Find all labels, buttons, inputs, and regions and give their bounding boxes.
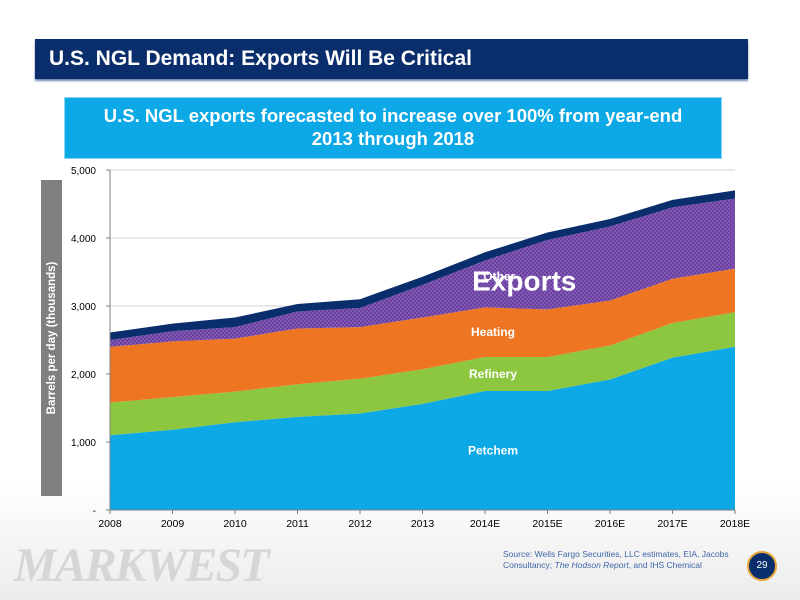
label-refinery: Refinery [469, 367, 517, 381]
label-exports: Exports [472, 265, 576, 296]
x-tick-label: 2009 [161, 518, 185, 530]
x-tick-label: 2017E [657, 518, 687, 530]
label-petchem: Petchem [468, 444, 518, 458]
label-heating: Heating [471, 325, 515, 339]
y-tick-label: 5,000 [71, 166, 96, 177]
area-refinery [110, 312, 735, 436]
chart-subtitle: U.S. NGL exports forecasted to increase … [103, 105, 683, 149]
source-prefix: Source: Wells Fargo Securities, LLC esti… [503, 549, 729, 570]
title-bar: U.S. NGL Demand: Exports Will Be Critica… [35, 39, 748, 79]
y-tick-label: 2,000 [71, 370, 96, 381]
markwest-logo: MARKWEST [14, 539, 269, 592]
page-title: U.S. NGL Demand: Exports Will Be Critica… [49, 47, 473, 70]
area-petchem [110, 346, 735, 510]
y-axis-label-bar: Barrels per day (thousands) [41, 180, 62, 496]
x-tick-label: 2011 [286, 518, 309, 530]
area-exports [110, 198, 735, 347]
x-tick-label: 2010 [223, 518, 247, 530]
subtitle-box: U.S. NGL exports forecasted to increase … [64, 97, 722, 159]
y-tick-label: 3,000 [71, 302, 96, 313]
y-tick-label: 4,000 [71, 234, 96, 245]
y-tick-label: 1,000 [71, 438, 96, 449]
x-tick-label: 2014E [470, 518, 500, 530]
x-tick-label: 2016E [595, 518, 625, 530]
source-italic: The Hodson Report [554, 560, 629, 570]
x-tick-label: 2008 [98, 518, 122, 530]
y-tick-label: - [93, 506, 96, 517]
x-tick-label: 2015E [532, 518, 562, 530]
source-note: Source: Wells Fargo Securities, LLC esti… [503, 549, 738, 571]
x-tick-label: 2018E [720, 518, 750, 530]
page-number: 29 [747, 551, 777, 581]
source-suffix: , and IHS Chemical [628, 560, 702, 570]
x-tick-label: 2012 [348, 518, 372, 530]
area-heating [110, 268, 735, 403]
label-other: Other [483, 269, 515, 283]
area-other [110, 190, 735, 340]
x-tick-label: 2013 [411, 518, 435, 530]
